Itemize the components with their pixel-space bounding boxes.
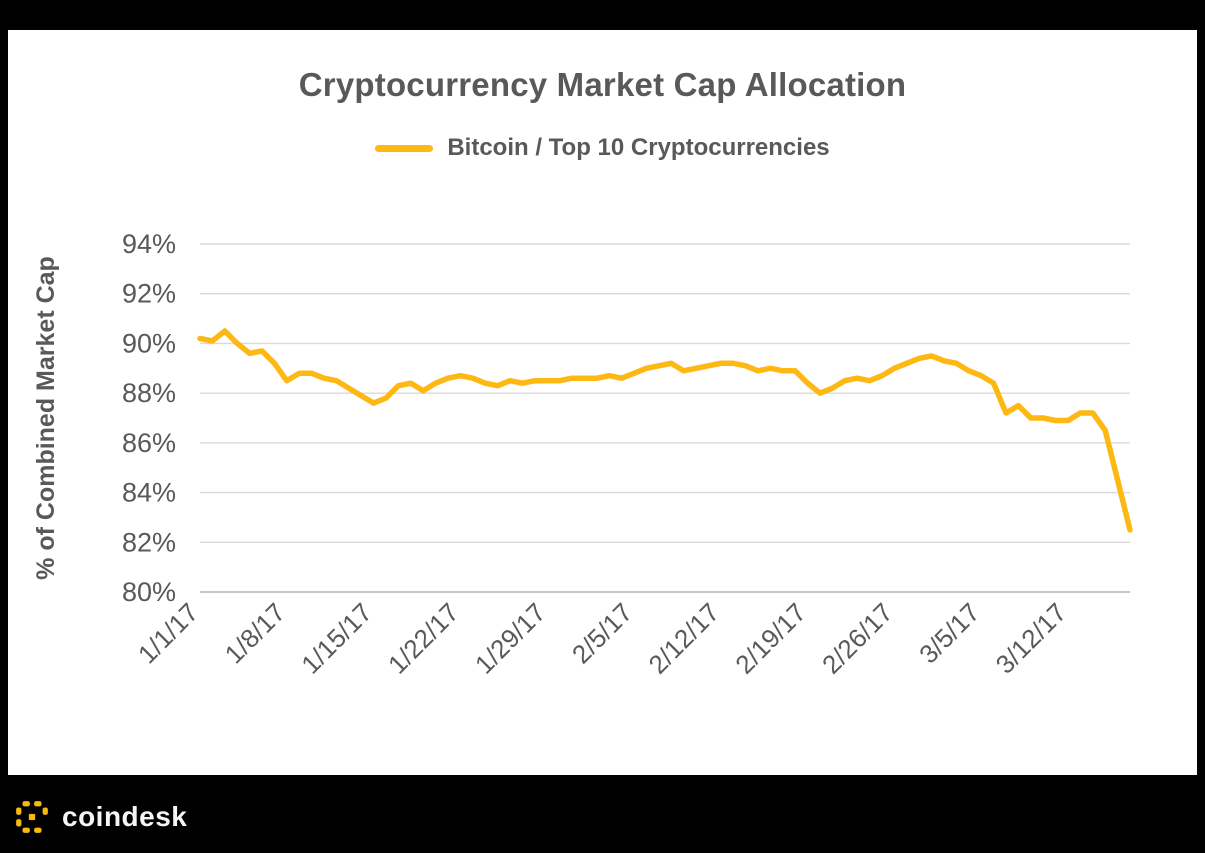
y-tick-label: 82%	[122, 527, 176, 557]
y-tick-label: 84%	[122, 478, 176, 508]
y-tick-label: 94%	[122, 229, 176, 259]
x-tick-label: 2/19/17	[729, 597, 812, 680]
coindesk-logo-icon	[16, 801, 48, 833]
plot-area: 80% 82% 84% 86% 88% 90% 92% 94% 1/1/17 1/8/17 1/15…	[8, 212, 1197, 752]
legend: Bitcoin / Top 10 Cryptocurrencies	[8, 134, 1197, 162]
x-tick-label: 2/12/17	[642, 597, 725, 680]
y-tick-label: 88%	[122, 378, 176, 408]
y-tick-label: 86%	[122, 428, 176, 458]
x-tick-label: 2/5/17	[566, 597, 638, 669]
footer: coindesk	[14, 793, 187, 841]
x-tick-label: 2/26/17	[816, 597, 899, 680]
chart-title: Cryptocurrency Market Cap Allocation	[298, 66, 907, 103]
x-tick-label: 1/15/17	[295, 597, 378, 680]
legend-label: Bitcoin / Top 10 Cryptocurrencies	[447, 134, 830, 161]
y-axis-title: % of Combined Market Cap	[32, 256, 60, 580]
y-tick-label: 80%	[122, 577, 176, 607]
legend-line-swatch	[375, 144, 434, 152]
x-tick-label: 1/22/17	[382, 597, 465, 680]
chart-canvas: Cryptocurrency Market Cap Allocation Bit…	[8, 30, 1197, 775]
series-line-bitcoin	[197, 328, 1133, 533]
line-chart: 80% 82% 84% 86% 88% 90% 92% 94% 1/1/17 1/8/17 1/15…	[32, 229, 1133, 680]
x-tick-label: 3/5/17	[913, 597, 985, 669]
brand-wordmark: coindesk	[62, 801, 188, 832]
x-tick-label: 3/12/17	[990, 597, 1073, 680]
y-tick-label: 92%	[122, 279, 176, 309]
x-tick-label: 1/8/17	[219, 597, 291, 669]
y-tick-label: 90%	[122, 328, 176, 358]
x-tick-label: 1/1/17	[132, 597, 204, 669]
x-tick-label: 1/29/17	[469, 597, 552, 680]
